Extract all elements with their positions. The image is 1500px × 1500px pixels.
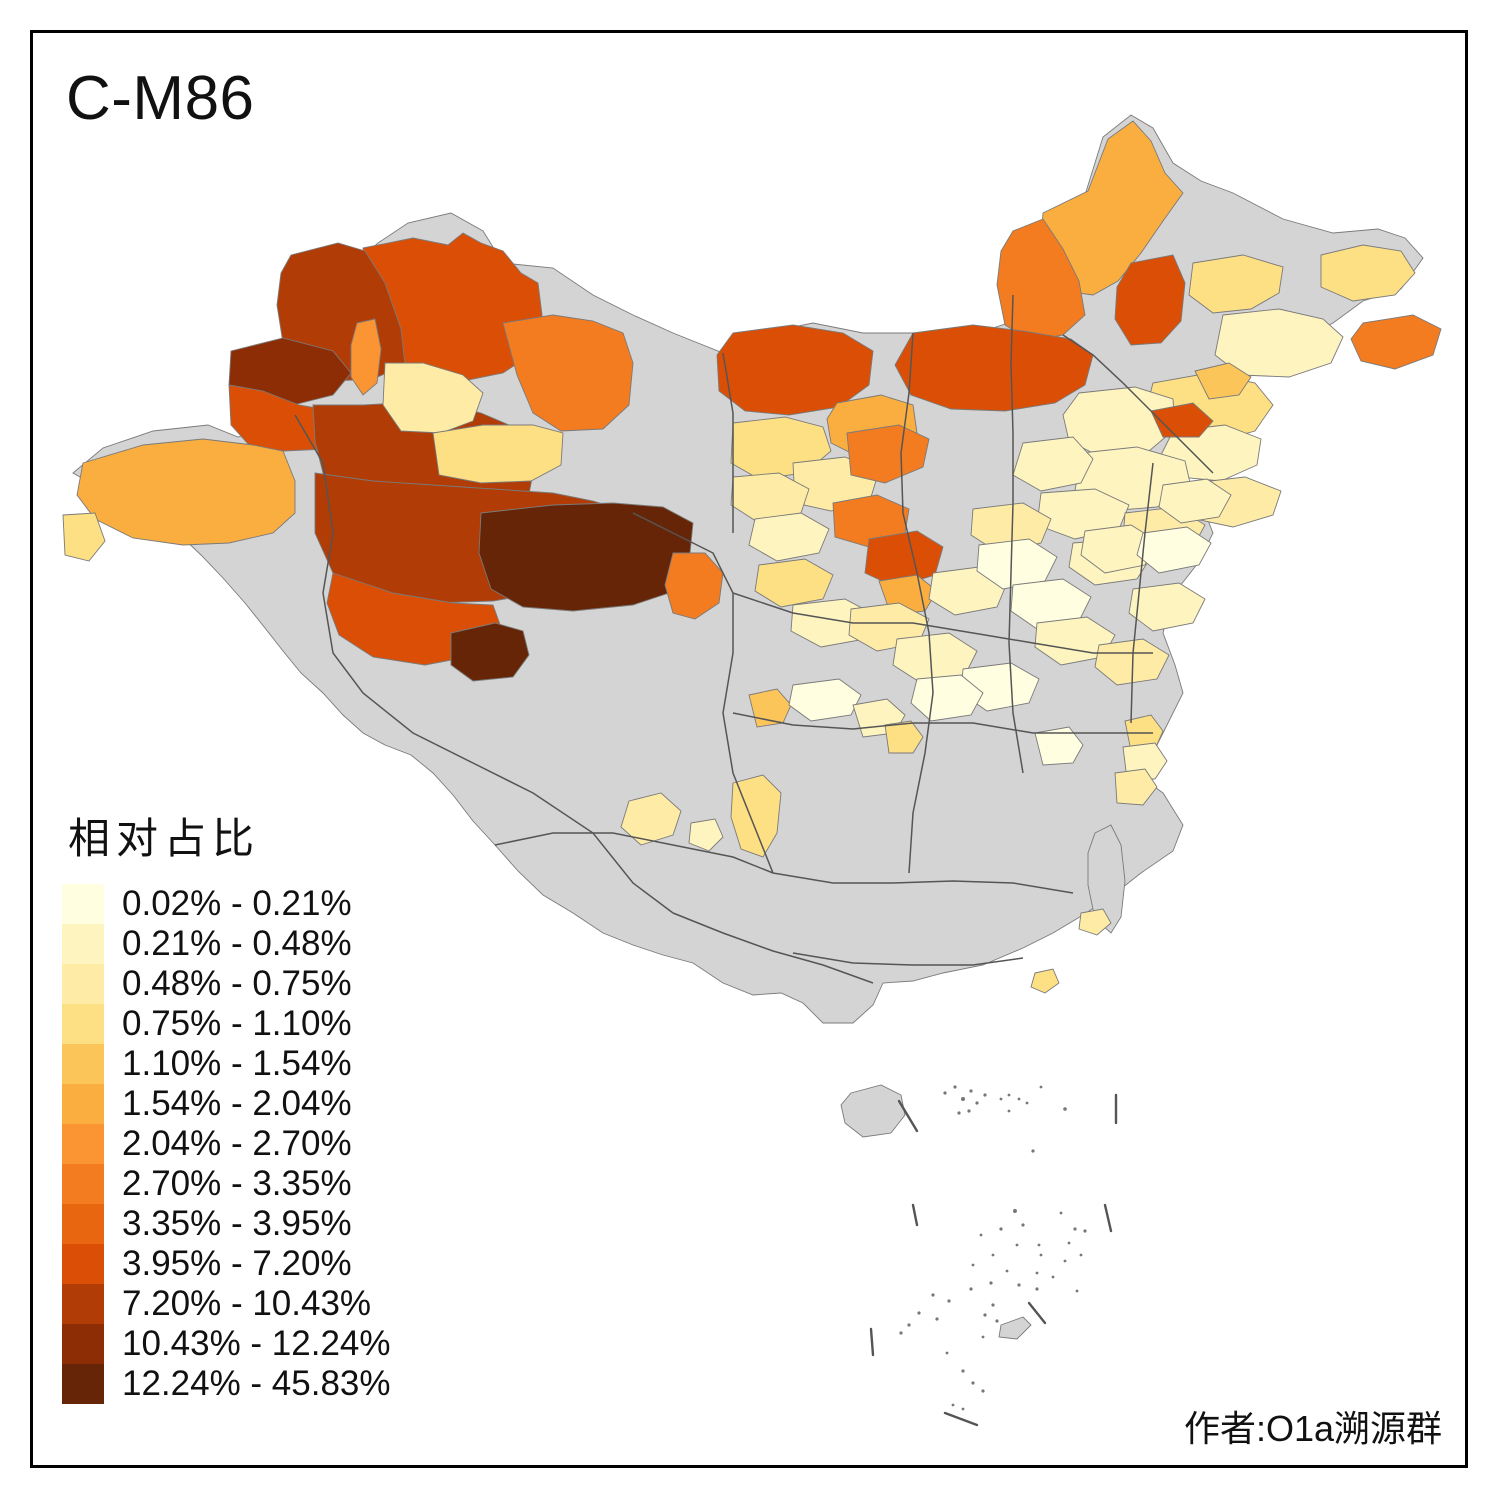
legend-title: 相对占比 xyxy=(68,815,261,862)
legend-swatch xyxy=(62,924,104,964)
legend-item[interactable]: 12.24% - 45.83% xyxy=(62,1364,391,1404)
legend-label: 0.75% - 1.10% xyxy=(122,1004,352,1043)
legend-item[interactable]: 0.75% - 1.10% xyxy=(62,1004,391,1044)
legend-item[interactable]: 1.10% - 1.54% xyxy=(62,1044,391,1084)
legend-swatch xyxy=(62,1124,104,1164)
legend-label: 7.20% - 10.43% xyxy=(122,1284,372,1323)
page-title: C-M86 xyxy=(66,64,255,133)
legend-label: 1.10% - 1.54% xyxy=(122,1044,352,1083)
legend-label: 10.43% - 12.24% xyxy=(122,1324,391,1363)
legend-label: 3.35% - 3.95% xyxy=(122,1204,352,1243)
nine-dash-line xyxy=(869,1093,1118,1427)
legend-label: 12.24% - 45.83% xyxy=(122,1364,391,1403)
legend-swatch xyxy=(62,1324,104,1364)
legend-label: 2.04% - 2.70% xyxy=(122,1124,352,1163)
legend-swatch xyxy=(62,1004,104,1044)
legend-label: 3.95% - 7.20% xyxy=(122,1244,352,1283)
legend-swatch xyxy=(62,1284,104,1324)
map-svg xyxy=(62,114,1442,1427)
legend-swatch xyxy=(62,1244,104,1284)
legend-swatch xyxy=(62,1164,104,1204)
legend: 相对占比 0.02% - 0.21% 0.21% - 0.48% 0.48% - 0… xyxy=(62,805,391,1404)
legend-label: 0.48% - 0.75% xyxy=(122,964,352,1003)
legend-rows: 0.02% - 0.21% 0.21% - 0.48% 0.48% - 0.75% 0… xyxy=(62,884,391,1404)
legend-swatch xyxy=(62,884,104,924)
map-region-south xyxy=(620,678,1168,994)
legend-item[interactable]: 0.48% - 0.75% xyxy=(62,964,391,1004)
legend-item[interactable]: 7.20% - 10.43% xyxy=(62,1284,391,1324)
legend-swatch xyxy=(62,1364,104,1404)
legend-label: 0.02% - 0.21% xyxy=(122,884,352,923)
legend-item[interactable]: 1.54% - 2.04% xyxy=(62,1084,391,1124)
legend-swatch xyxy=(62,1084,104,1124)
author-credit: 作者:O1a溯源群 xyxy=(1183,1408,1442,1449)
map-region-central xyxy=(730,416,1232,722)
south-china-sea-islands xyxy=(899,1085,1087,1411)
legend-item[interactable]: 0.02% - 0.21% xyxy=(62,884,391,924)
legend-item[interactable]: 2.04% - 2.70% xyxy=(62,1124,391,1164)
province-boundaries xyxy=(294,294,1214,984)
legend-item[interactable]: 0.21% - 0.48% xyxy=(62,924,391,964)
legend-item[interactable]: 10.43% - 12.24% xyxy=(62,1324,391,1364)
legend-swatch xyxy=(62,964,104,1004)
legend-item[interactable]: 3.95% - 7.20% xyxy=(62,1244,391,1284)
legend-label: 1.54% - 2.04% xyxy=(122,1084,352,1123)
legend-label: 2.70% - 3.35% xyxy=(122,1164,352,1203)
china-choropleth-map[interactable] xyxy=(33,33,1465,1465)
legend-swatch xyxy=(62,1204,104,1244)
legend-item[interactable]: 3.35% - 3.95% xyxy=(62,1204,391,1244)
legend-label: 0.21% - 0.48% xyxy=(122,924,352,963)
legend-item[interactable]: 2.70% - 3.35% xyxy=(62,1164,391,1204)
legend-swatch xyxy=(62,1044,104,1084)
